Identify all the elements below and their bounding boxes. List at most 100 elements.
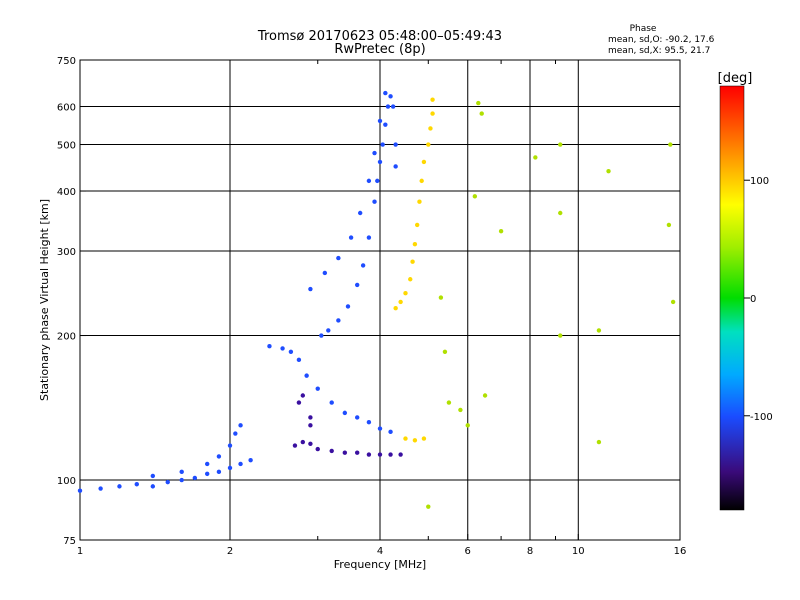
data-point — [438, 295, 444, 300]
data-point — [388, 429, 393, 435]
data-point — [412, 241, 418, 247]
data-point — [393, 164, 398, 169]
y-axis-label: Stationary phase Virtual Height [km] — [38, 199, 51, 401]
data-point — [412, 438, 418, 443]
data-point — [408, 277, 413, 282]
data-point — [238, 423, 243, 428]
data-point — [666, 222, 672, 228]
stats-line-o: mean, sd,O: -90.2, 17.6 — [608, 35, 715, 45]
axis-ticks: 1 2 4 6 8 10 16 75 100 200 300 400 500 600 750 — [57, 56, 686, 557]
data-point — [426, 504, 431, 509]
data-point — [322, 270, 328, 276]
data-point — [377, 452, 383, 457]
y-tick-label: 300 — [57, 247, 76, 258]
x-tick-label: 8 — [527, 546, 533, 557]
data-point — [204, 461, 210, 467]
data-point — [465, 423, 470, 428]
data-point — [403, 436, 408, 441]
data-point — [357, 210, 363, 216]
data-point — [596, 439, 602, 445]
data-point — [296, 400, 302, 405]
data-point — [558, 142, 563, 147]
data-point — [398, 299, 403, 305]
stats-title: Phase — [630, 24, 657, 34]
data-point — [238, 461, 243, 467]
data-point — [668, 142, 673, 147]
y-tick-label: 75 — [63, 536, 76, 547]
data-point — [342, 450, 348, 455]
x-tick-label: 16 — [674, 546, 687, 557]
colorbar-tick-label: -100 — [750, 412, 773, 423]
data-point — [479, 111, 484, 116]
data-point — [458, 407, 463, 413]
y-tick-label: 750 — [57, 56, 76, 67]
data-point — [227, 465, 233, 471]
data-point — [360, 263, 366, 268]
data-point — [248, 457, 253, 463]
data-point — [398, 452, 403, 457]
data-point — [165, 479, 170, 485]
data-point — [383, 90, 388, 96]
x-tick-label: 2 — [227, 546, 233, 557]
data-point — [319, 333, 324, 338]
data-point — [233, 431, 238, 436]
data-point — [292, 443, 298, 448]
data-point — [216, 454, 222, 459]
data-point — [77, 488, 83, 493]
data-point — [315, 386, 320, 391]
data-point — [345, 304, 351, 309]
data-point — [403, 291, 408, 296]
data-point — [308, 441, 313, 446]
data-point — [342, 410, 348, 416]
data-point — [476, 100, 481, 106]
data-point — [98, 486, 103, 491]
data-point — [366, 178, 372, 184]
data-point — [426, 142, 431, 147]
data-point — [421, 436, 427, 441]
data-point — [419, 178, 424, 184]
y-tick-label: 400 — [57, 187, 76, 198]
data-point — [383, 122, 388, 127]
colorbar-label: [deg] — [718, 71, 753, 86]
data-point — [315, 446, 320, 452]
data-point — [308, 415, 313, 420]
data-point — [430, 97, 435, 102]
x-tick-label: 4 — [377, 546, 383, 557]
data-point — [388, 452, 393, 457]
stats-line-x: mean, sd,X: 95.5, 21.7 — [608, 46, 710, 56]
data-point — [388, 94, 393, 99]
data-point — [134, 482, 139, 487]
data-point — [366, 452, 372, 457]
data-point — [348, 235, 354, 240]
data-point — [446, 400, 452, 405]
data-point — [596, 328, 602, 333]
data-point — [192, 475, 198, 481]
data-point — [300, 393, 306, 398]
data-point — [385, 104, 391, 109]
x-axis-label: Frequency [MHz] — [334, 558, 426, 571]
data-point — [390, 104, 396, 109]
grid-lines — [80, 60, 680, 540]
data-point — [417, 199, 422, 204]
x-tick-label: 6 — [465, 546, 471, 557]
data-point — [442, 349, 448, 354]
chart-title: Tromsø 20170623 05:48:00–05:49:43 — [257, 29, 502, 44]
data-point — [216, 469, 222, 475]
data-point — [296, 357, 302, 363]
colorbar — [719, 85, 745, 511]
x-tick-label: 10 — [572, 546, 585, 557]
data-point — [558, 333, 563, 338]
x-tick-label: 1 — [77, 546, 83, 557]
data-point — [366, 419, 372, 425]
data-point — [498, 228, 504, 234]
data-point — [472, 194, 478, 199]
data-point — [300, 439, 306, 445]
data-point — [354, 282, 360, 288]
data-point — [329, 448, 334, 454]
data-point — [414, 222, 420, 228]
data-point — [227, 443, 233, 448]
data-point — [482, 393, 488, 398]
data-point — [375, 178, 380, 184]
y-tick-label: 100 — [57, 476, 76, 487]
data-point — [267, 344, 272, 349]
